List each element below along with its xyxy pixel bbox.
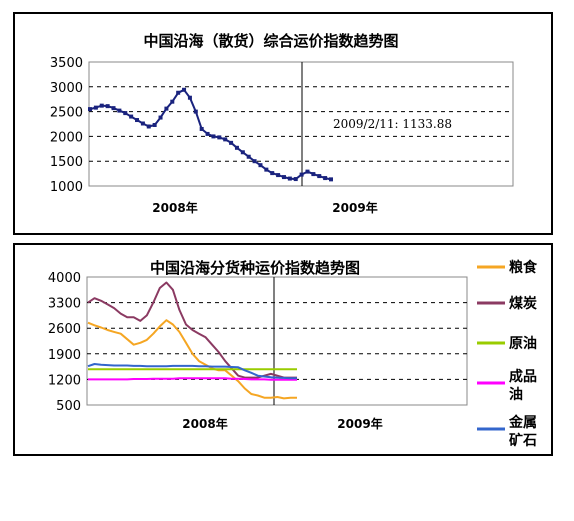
y-tick-label: 2500 <box>50 106 83 121</box>
data-point <box>258 163 263 168</box>
y-tick-label: 1000 <box>50 180 83 195</box>
legend-label: 原油 <box>509 335 537 352</box>
y-tick-label: 2000 <box>50 130 83 145</box>
data-point <box>170 99 175 104</box>
data-point <box>135 118 140 123</box>
data-point <box>99 103 104 108</box>
y-tick-label: 3300 <box>48 297 81 312</box>
legend-label: 金属 <box>508 414 537 431</box>
data-point <box>323 176 328 181</box>
series-line-0 <box>87 319 297 400</box>
data-point <box>293 177 298 182</box>
annotation-label: 2009/2/11: 1133.88 <box>333 117 452 131</box>
series-line-3 <box>88 377 297 381</box>
data-point <box>240 150 245 155</box>
data-point <box>223 137 228 142</box>
series-group <box>87 281 297 400</box>
data-point <box>211 134 216 139</box>
chart-title: 中国沿海（散货）综合运价指数趋势图 <box>143 32 398 50</box>
commodity-index-chart: 中国沿海分货种运价指数趋势图 4000 3300 2600 1900 1200 500 2… <box>48 259 538 449</box>
composite-index-chart-panel: 中国沿海（散货）综合运价指数趋势图 3500 3000 2500 2000 1500 10… <box>13 12 553 235</box>
x-label-2009: 2009年 <box>337 416 382 431</box>
data-point <box>229 140 234 145</box>
data-point <box>246 154 251 159</box>
data-point <box>93 105 98 110</box>
data-point <box>276 173 281 178</box>
commodity-index-chart-panel: 中国沿海分货种运价指数趋势图 4000 3300 2600 1900 1200 500 2… <box>13 243 553 456</box>
series-line-1 <box>87 281 297 379</box>
data-point <box>187 95 192 100</box>
series-line-4 <box>87 363 297 380</box>
y-axis: 4000 3300 2600 1900 1200 500 <box>48 271 81 414</box>
y-axis: 3500 3000 2500 2000 1500 1000 <box>50 56 83 195</box>
data-point <box>287 176 292 181</box>
data-point <box>105 104 110 109</box>
y-tick-label: 500 <box>56 399 81 414</box>
data-point <box>317 174 322 179</box>
y-tick-label: 1500 <box>50 155 83 170</box>
series-group <box>88 87 333 182</box>
data-point <box>158 115 163 120</box>
data-point <box>305 169 310 174</box>
data-point <box>299 172 304 177</box>
data-point <box>164 106 169 111</box>
data-point <box>111 106 116 111</box>
data-point <box>182 87 187 92</box>
series-line-0 <box>89 88 332 181</box>
data-point <box>329 177 333 182</box>
data-point <box>205 131 210 136</box>
data-point <box>117 108 122 113</box>
y-tick-label: 1900 <box>48 348 81 363</box>
data-point <box>234 145 239 150</box>
legend-label-cont: 油 <box>509 386 523 403</box>
x-label-2009: 2009年 <box>332 200 377 215</box>
legend-label: 煤炭 <box>509 295 537 312</box>
plot-area <box>86 276 468 406</box>
data-point <box>152 122 157 127</box>
legend-label: 粮食 <box>509 259 538 276</box>
y-tick-label: 3000 <box>50 81 83 96</box>
y-tick-label: 4000 <box>48 271 81 286</box>
data-point <box>199 126 204 131</box>
y-tick-label: 2600 <box>48 322 81 337</box>
y-tick-label: 1200 <box>48 373 81 388</box>
composite-index-chart: 中国沿海（散货）综合运价指数趋势图 3500 3000 2500 2000 1500 10… <box>50 32 514 215</box>
x-label-2008: 2008年 <box>152 200 197 215</box>
data-point <box>270 171 275 176</box>
y-tick-label: 3500 <box>50 56 83 71</box>
legend-label-cont: 矿石 <box>509 432 537 449</box>
data-point <box>88 107 92 112</box>
data-point <box>146 124 151 129</box>
data-point <box>129 114 134 119</box>
plot-area <box>88 61 514 187</box>
data-point <box>264 167 269 172</box>
x-label-2008: 2008年 <box>182 416 227 431</box>
legend-label: 成品 <box>509 368 537 385</box>
data-point <box>252 159 257 164</box>
data-point <box>176 90 181 95</box>
data-point <box>281 175 286 180</box>
data-point <box>311 172 316 177</box>
grid-lines <box>89 86 513 162</box>
data-point <box>217 135 222 140</box>
data-point <box>123 111 128 116</box>
data-point <box>193 109 198 114</box>
chart-title: 中国沿海分货种运价指数趋势图 <box>150 259 360 277</box>
data-point <box>140 121 145 126</box>
